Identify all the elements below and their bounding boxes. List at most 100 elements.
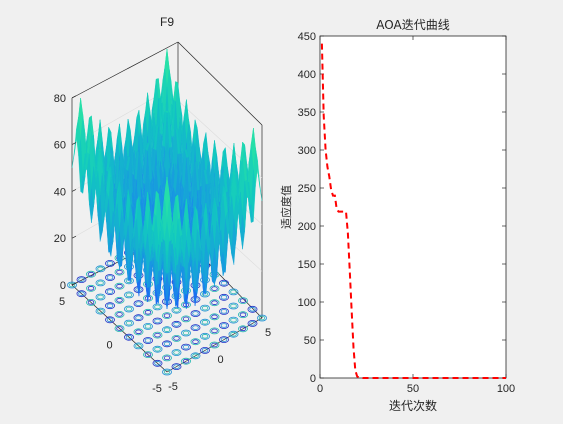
contour-ring bbox=[143, 337, 153, 344]
contour-ring bbox=[192, 311, 199, 316]
contour-ring bbox=[201, 334, 209, 339]
y-tick-label: 0 bbox=[106, 340, 112, 352]
contour-ring bbox=[228, 302, 239, 310]
contour-ring bbox=[247, 305, 258, 313]
z-tick-mark bbox=[71, 95, 77, 99]
contour-ring bbox=[78, 291, 85, 296]
contour-ring bbox=[152, 317, 163, 325]
contour-ring bbox=[87, 271, 95, 277]
contour-ring bbox=[173, 364, 180, 369]
z-tick-mark bbox=[71, 282, 77, 286]
x-axis-label: 迭代次数 bbox=[389, 398, 437, 413]
z-tick-label: 60 bbox=[54, 140, 66, 152]
x-tick-label: 50 bbox=[407, 383, 419, 395]
contour-ring bbox=[125, 292, 133, 298]
contour-ring bbox=[162, 368, 172, 376]
contour-ring bbox=[192, 325, 199, 330]
contour-ring bbox=[201, 305, 209, 311]
contour-ring bbox=[239, 326, 247, 332]
contour-ring bbox=[133, 314, 144, 322]
contour-ring bbox=[190, 338, 201, 346]
contour-ring bbox=[162, 326, 172, 334]
contour-ring bbox=[171, 334, 182, 342]
contour-ring bbox=[135, 301, 142, 306]
contour-ring bbox=[67, 281, 77, 289]
y-axis-ticks: 0 50 100 150 200 250 300 350 400 450 bbox=[298, 31, 506, 385]
contour-ring bbox=[154, 304, 161, 310]
contour-ring bbox=[219, 336, 229, 344]
y-tick-label: 0 bbox=[310, 373, 316, 385]
contour-ring bbox=[124, 291, 134, 299]
contour-ring bbox=[154, 332, 161, 338]
contour-ring bbox=[97, 266, 104, 272]
contour-ring bbox=[95, 265, 106, 273]
contour-ring bbox=[239, 312, 247, 317]
y-axis-ticks: -5 0 5 bbox=[59, 296, 162, 395]
contour-ring bbox=[249, 307, 256, 312]
contour-ring bbox=[257, 314, 267, 322]
contour-ring bbox=[125, 334, 133, 340]
contour-ring bbox=[124, 305, 134, 313]
contour-ring bbox=[171, 306, 182, 314]
contour-ring bbox=[133, 342, 144, 350]
x-tick-label: 0 bbox=[317, 383, 323, 395]
contour-ring bbox=[173, 336, 180, 341]
contour-ring bbox=[97, 308, 104, 314]
contour-ring bbox=[182, 330, 190, 336]
contour-ring bbox=[114, 296, 125, 304]
contour-ring bbox=[238, 325, 248, 333]
contour-ring bbox=[220, 323, 228, 328]
x-axis-ticks: -5 0 5 bbox=[168, 327, 271, 393]
contour-ring bbox=[249, 321, 256, 326]
contour-ring bbox=[238, 311, 248, 319]
contour-ring bbox=[162, 340, 172, 348]
z-tick-label: 80 bbox=[54, 93, 66, 105]
contour-ring bbox=[200, 318, 210, 326]
contour-ring bbox=[219, 322, 229, 329]
contour-ring bbox=[163, 341, 171, 347]
contour-ring bbox=[68, 282, 76, 288]
contour-ring bbox=[135, 315, 142, 320]
contour-ring bbox=[97, 294, 104, 300]
contour-ring bbox=[124, 333, 134, 341]
contour-ring bbox=[239, 298, 247, 303]
contour-ring bbox=[114, 325, 125, 332]
x-tick-label: 100 bbox=[497, 383, 515, 395]
y-tick-label: 350 bbox=[298, 107, 316, 119]
y-tick-label: 50 bbox=[304, 335, 316, 347]
contour-ring bbox=[181, 343, 191, 351]
contour-ring bbox=[209, 313, 220, 321]
contour-ring bbox=[163, 369, 171, 375]
surface-patch bbox=[164, 222, 170, 256]
contour-ring bbox=[173, 322, 180, 327]
contour-ring bbox=[192, 353, 199, 359]
z-tick-mark bbox=[71, 189, 77, 192]
contour-ring bbox=[135, 343, 142, 349]
contour-ring bbox=[106, 317, 114, 323]
contour-ring bbox=[143, 351, 153, 359]
y-tick-label: 200 bbox=[298, 221, 316, 233]
contour-ring bbox=[220, 309, 228, 314]
contour-ring bbox=[106, 275, 114, 280]
contour-ring bbox=[201, 348, 209, 353]
contour-ring bbox=[190, 352, 201, 360]
contour-ring bbox=[116, 312, 123, 317]
contour-ring bbox=[171, 349, 182, 356]
contour-ring bbox=[116, 283, 123, 289]
contour-ring bbox=[173, 307, 180, 313]
contour-ring bbox=[124, 319, 134, 327]
contour-ring bbox=[230, 303, 237, 309]
contour-ring bbox=[228, 316, 239, 324]
surface-mesh bbox=[71, 48, 263, 309]
contour-ring bbox=[76, 290, 87, 298]
contour-ring bbox=[230, 331, 237, 337]
contour-ring bbox=[171, 363, 182, 371]
y-tick-label: 300 bbox=[298, 145, 316, 157]
convergence-plot-title: AOA迭代曲线 bbox=[376, 18, 449, 32]
x-tick-label: 0 bbox=[217, 354, 223, 366]
contour-ring bbox=[87, 300, 95, 305]
contour-ring bbox=[211, 328, 218, 334]
contour-ring bbox=[76, 276, 87, 284]
contour-ring bbox=[247, 319, 258, 327]
contour-ring bbox=[105, 259, 115, 267]
